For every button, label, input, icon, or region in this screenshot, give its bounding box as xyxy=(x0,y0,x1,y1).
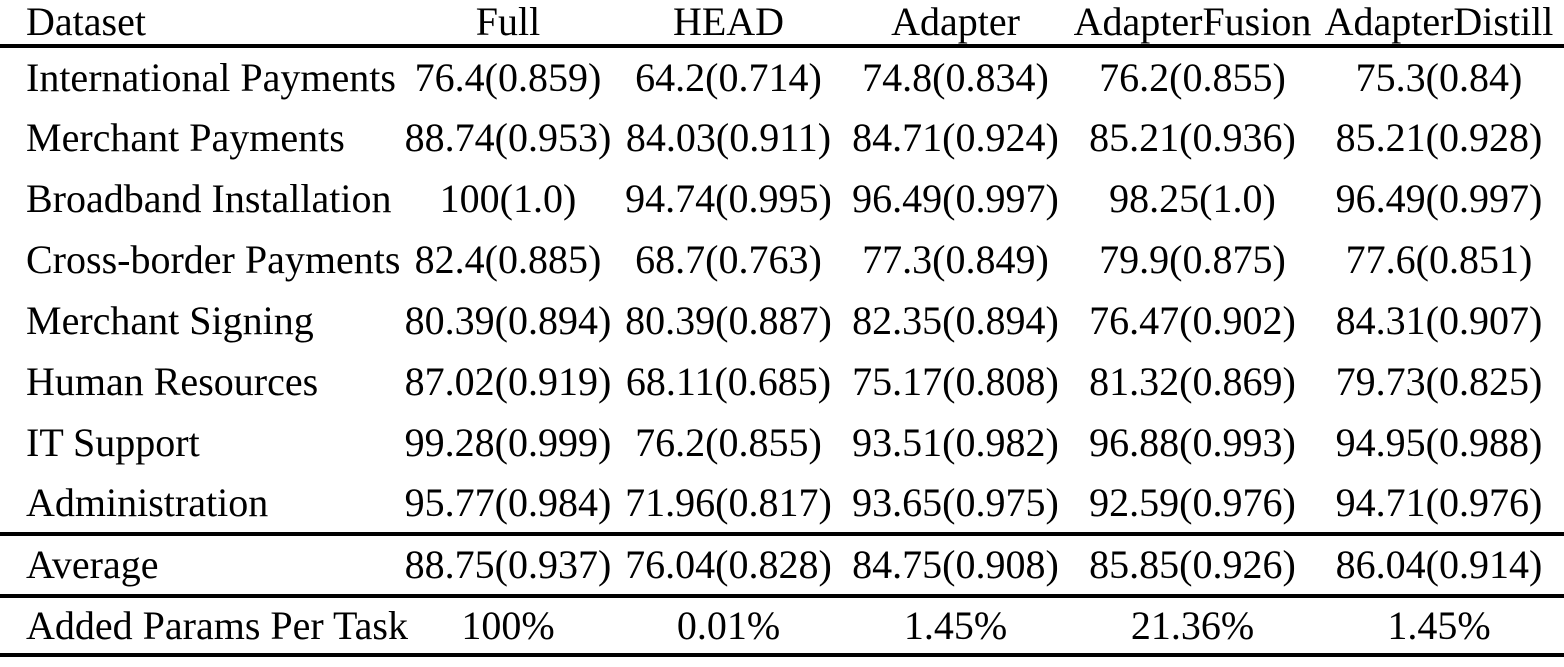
table-body: International Payments 76.4(0.859) 64.2(… xyxy=(0,46,1564,534)
table-row: Human Resources 87.02(0.919) 68.11(0.685… xyxy=(0,351,1564,412)
value-cell: 93.65(0.975) xyxy=(852,479,1059,525)
value-cell: 99.28(0.999) xyxy=(404,419,612,465)
value-cell: 75.17(0.808) xyxy=(852,358,1059,404)
value-cell: 95.77(0.984) xyxy=(404,479,612,525)
dataset-cell: Human Resources xyxy=(26,358,319,404)
value-cell: 94.95(0.988) xyxy=(1335,419,1543,465)
value-cell: 88.75(0.937) xyxy=(404,542,612,587)
dataset-cell: International Payments xyxy=(26,54,396,100)
value-cell: 81.32(0.869) xyxy=(1089,358,1296,404)
value-cell: 82.35(0.894) xyxy=(852,297,1059,343)
dataset-cell: Broadband Installation xyxy=(26,175,392,221)
value-cell: 0.01% xyxy=(676,602,781,648)
value-cell-best: 1.45% xyxy=(1387,602,1491,648)
value-cell: 76.2(0.855) xyxy=(1099,54,1286,100)
dataset-cell: Merchant Signing xyxy=(26,297,314,343)
value-cell: 21.36% xyxy=(1130,602,1255,648)
average-row: Average 88.75(0.937) 76.04(0.828) 84.75(… xyxy=(0,534,1564,596)
value-cell-best: 86.04(0.914) xyxy=(1335,542,1543,587)
col-header-dataset: Dataset xyxy=(26,0,146,44)
value-cell: 82.4(0.885) xyxy=(414,236,602,282)
dataset-cell: Merchant Payments xyxy=(26,114,345,160)
col-header-adapterfusion: AdapterFusion xyxy=(1073,0,1312,44)
value-cell: 68.11(0.685) xyxy=(625,358,832,404)
value-cell: 79.73(0.825) xyxy=(1335,358,1543,404)
value-cell: 68.7(0.763) xyxy=(635,236,822,282)
value-cell: 84.31(0.907) xyxy=(1335,297,1543,343)
value-cell: 88.74(0.953) xyxy=(404,114,612,160)
header-row: Dataset Full HEAD Adapter AdapterFusion … xyxy=(0,0,1564,46)
value-cell: 76.4(0.859) xyxy=(414,54,602,100)
value-cell: 80.39(0.894) xyxy=(404,297,612,343)
value-cell: 74.8(0.834) xyxy=(862,54,1049,100)
table-row: Administration 95.77(0.984) 71.96(0.817)… xyxy=(0,473,1564,534)
value-cell: 100(1.0) xyxy=(439,175,577,221)
added-params-row: Added Params Per Task 100% 0.01% 1.45% 2… xyxy=(0,596,1564,655)
dataset-cell: Cross-border Payments xyxy=(26,236,401,282)
value-cell: 94.74(0.995) xyxy=(625,175,832,221)
value-cell: 79.9(0.875) xyxy=(1099,236,1286,282)
col-header-head: HEAD xyxy=(672,0,785,44)
table-row: Broadband Installation 100(1.0) 94.74(0.… xyxy=(0,168,1564,229)
dataset-cell: Average xyxy=(26,542,159,587)
value-cell: 92.59(0.976) xyxy=(1089,479,1296,525)
table-row: Merchant Payments 88.74(0.953) 84.03(0.9… xyxy=(0,107,1564,168)
dataset-cell: Administration xyxy=(26,479,269,525)
value-cell: 1.45% xyxy=(903,602,1008,648)
table-row: Cross-border Payments 82.4(0.885) 68.7(0… xyxy=(0,229,1564,290)
value-cell: 87.02(0.919) xyxy=(404,358,612,404)
col-header-full: Full xyxy=(475,0,541,44)
value-cell: 77.3(0.849) xyxy=(862,236,1049,282)
value-cell: 84.03(0.911) xyxy=(625,114,832,160)
col-header-adapterdistill: AdapterDistill xyxy=(1324,0,1554,44)
value-cell: 75.3(0.84) xyxy=(1355,54,1523,100)
value-cell: 96.88(0.993) xyxy=(1089,419,1296,465)
value-cell: 98.25(1.0) xyxy=(1109,175,1276,221)
value-cell: 64.2(0.714) xyxy=(635,54,822,100)
dataset-cell: IT Support xyxy=(26,419,200,465)
value-cell: 76.2(0.855) xyxy=(635,419,822,465)
value-cell: 80.39(0.887) xyxy=(625,297,832,343)
value-cell: 71.96(0.817) xyxy=(625,479,832,525)
table-row: Merchant Signing 80.39(0.894) 80.39(0.88… xyxy=(0,290,1564,351)
value-cell: 84.71(0.924) xyxy=(852,114,1059,160)
value-cell: 76.04(0.828) xyxy=(625,542,832,587)
table-row: IT Support 99.28(0.999) 76.2(0.855) 93.5… xyxy=(0,412,1564,473)
value-cell: 85.21(0.936) xyxy=(1089,114,1296,160)
value-cell: 85.85(0.926) xyxy=(1089,542,1296,587)
value-cell: 93.51(0.982) xyxy=(852,419,1059,465)
value-cell: 96.49(0.997) xyxy=(852,175,1059,221)
value-cell: 96.49(0.997) xyxy=(1335,175,1543,221)
table-row: International Payments 76.4(0.859) 64.2(… xyxy=(0,46,1564,107)
value-cell: 84.75(0.908) xyxy=(852,542,1059,587)
value-cell: 85.21(0.928) xyxy=(1335,114,1543,160)
summary-section: Average 88.75(0.937) 76.04(0.828) 84.75(… xyxy=(0,534,1564,655)
value-cell: 76.47(0.902) xyxy=(1089,297,1296,343)
value-cell: 77.6(0.851) xyxy=(1345,236,1533,282)
table-header: Dataset Full HEAD Adapter AdapterFusion … xyxy=(0,0,1564,46)
dataset-cell: Added Params Per Task xyxy=(26,602,408,648)
value-cell: 94.71(0.976) xyxy=(1335,479,1543,525)
value-cell: 100% xyxy=(461,602,555,648)
col-header-adapter: Adapter xyxy=(891,0,1020,44)
